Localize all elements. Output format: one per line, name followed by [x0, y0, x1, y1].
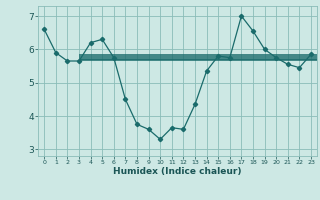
X-axis label: Humidex (Indice chaleur): Humidex (Indice chaleur): [113, 167, 242, 176]
